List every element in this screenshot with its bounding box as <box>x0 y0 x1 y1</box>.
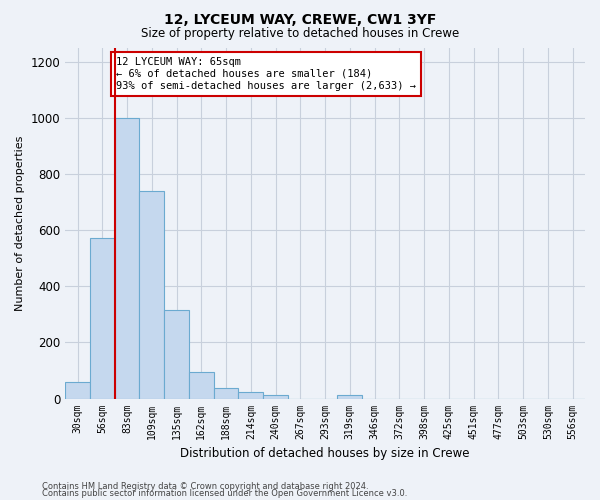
Bar <box>189 372 214 398</box>
X-axis label: Distribution of detached houses by size in Crewe: Distribution of detached houses by size … <box>181 447 470 460</box>
Bar <box>164 310 189 398</box>
Bar <box>115 118 139 398</box>
Bar <box>65 382 90 398</box>
Text: 12, LYCEUM WAY, CREWE, CW1 3YF: 12, LYCEUM WAY, CREWE, CW1 3YF <box>164 12 436 26</box>
Y-axis label: Number of detached properties: Number of detached properties <box>15 136 25 310</box>
Bar <box>337 395 362 398</box>
Bar <box>263 395 288 398</box>
Bar <box>238 392 263 398</box>
Bar <box>90 238 115 398</box>
Text: 12 LYCEUM WAY: 65sqm
← 6% of detached houses are smaller (184)
93% of semi-detac: 12 LYCEUM WAY: 65sqm ← 6% of detached ho… <box>116 58 416 90</box>
Text: Contains public sector information licensed under the Open Government Licence v3: Contains public sector information licen… <box>42 490 407 498</box>
Bar <box>214 388 238 398</box>
Bar <box>139 190 164 398</box>
Text: Contains HM Land Registry data © Crown copyright and database right 2024.: Contains HM Land Registry data © Crown c… <box>42 482 368 491</box>
Text: Size of property relative to detached houses in Crewe: Size of property relative to detached ho… <box>141 28 459 40</box>
